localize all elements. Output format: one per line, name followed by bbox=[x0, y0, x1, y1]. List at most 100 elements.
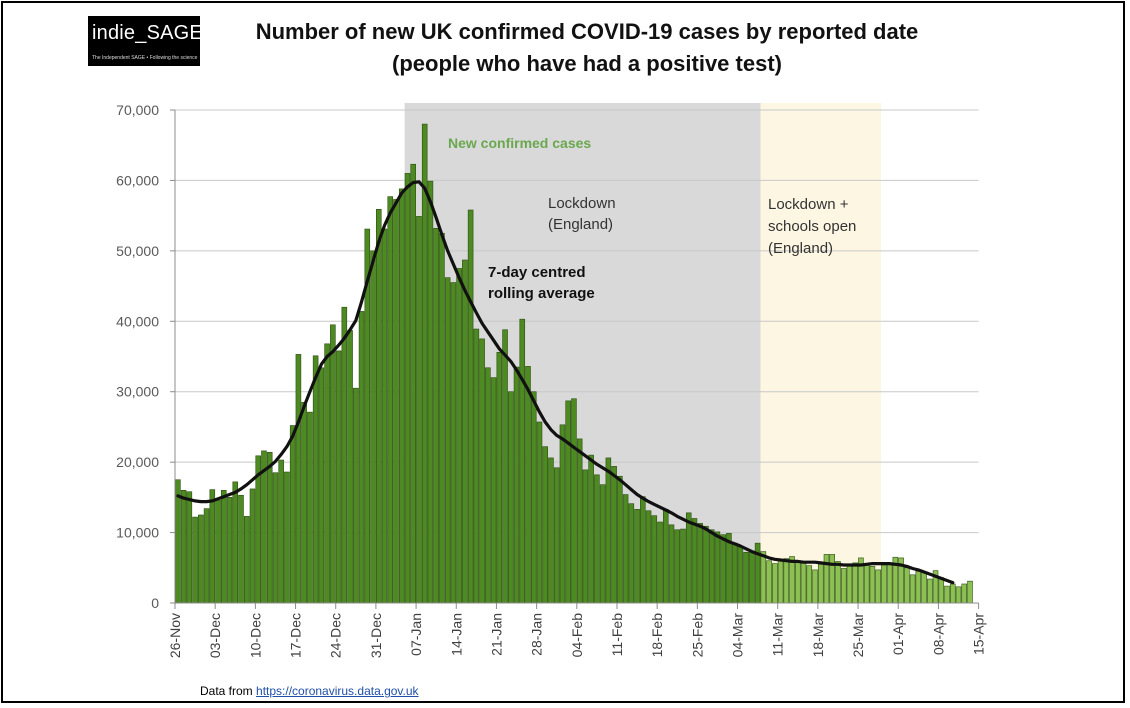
bar bbox=[967, 580, 973, 604]
y-tick-label: 40,000 bbox=[116, 313, 159, 329]
bar bbox=[410, 163, 416, 604]
bar bbox=[301, 401, 307, 604]
bar bbox=[674, 529, 681, 604]
x-tick-label: 24-Dec bbox=[328, 613, 344, 658]
bar bbox=[777, 560, 784, 604]
x-tick-label: 31-Dec bbox=[368, 613, 384, 658]
source-prefix: Data from bbox=[200, 684, 257, 698]
bar bbox=[840, 568, 847, 604]
bar bbox=[249, 488, 256, 604]
bar bbox=[221, 490, 227, 604]
bar bbox=[467, 209, 474, 604]
source-link[interactable]: https://coronavirus.data.gov.uk bbox=[256, 684, 419, 698]
bar bbox=[961, 583, 968, 604]
bar bbox=[266, 451, 273, 604]
bar bbox=[324, 343, 330, 604]
x-tick-label: 18-Feb bbox=[649, 613, 665, 658]
bar bbox=[823, 554, 830, 604]
bar bbox=[444, 277, 451, 604]
bar bbox=[869, 566, 876, 604]
x-tick-label: 26-Nov bbox=[167, 613, 183, 658]
y-tick-label: 20,000 bbox=[116, 454, 159, 470]
bar bbox=[341, 306, 348, 604]
bar bbox=[605, 457, 612, 604]
bar bbox=[904, 567, 910, 604]
bar bbox=[881, 564, 887, 604]
bar bbox=[909, 574, 916, 604]
bar bbox=[335, 350, 342, 604]
bar bbox=[921, 571, 927, 604]
y-tick-label: 70,000 bbox=[116, 102, 159, 118]
bar bbox=[691, 518, 698, 604]
x-tick-label: 04-Mar bbox=[730, 613, 746, 658]
bar bbox=[525, 366, 531, 604]
bar bbox=[634, 509, 640, 604]
bar bbox=[232, 481, 239, 604]
series-label: New confirmed cases bbox=[448, 135, 591, 151]
rolling-average-line bbox=[176, 180, 955, 585]
bar bbox=[617, 475, 623, 604]
bar bbox=[714, 531, 721, 604]
bar bbox=[330, 324, 336, 604]
daily-cases-bars bbox=[175, 123, 973, 604]
bar bbox=[829, 554, 836, 604]
bar bbox=[427, 180, 434, 604]
bar bbox=[347, 330, 353, 604]
x-tick-label: 21-Jan bbox=[488, 613, 504, 656]
bar bbox=[875, 569, 881, 604]
x-tick-label: 18-Mar bbox=[810, 613, 826, 658]
bar bbox=[536, 421, 543, 604]
bar bbox=[284, 471, 290, 604]
bar bbox=[485, 367, 491, 604]
bar bbox=[387, 196, 394, 604]
bar bbox=[668, 524, 675, 604]
y-tick-label: 30,000 bbox=[116, 384, 159, 400]
y-tick-label: 10,000 bbox=[116, 525, 159, 541]
bar bbox=[553, 467, 560, 604]
bar bbox=[817, 563, 824, 604]
chart-title-line-1: Number of new UK confirmed COVID-19 case… bbox=[255, 19, 919, 44]
x-tick-label: 28-Jan bbox=[529, 613, 545, 656]
bar bbox=[657, 521, 663, 604]
rolling-label-line-2: rolling average bbox=[488, 285, 595, 302]
bar bbox=[611, 466, 617, 604]
chart-title-line-2: (people who have had a positive test) bbox=[392, 51, 782, 76]
logo-tagline: The Independent SAGE • Following the sci… bbox=[92, 55, 198, 61]
bar bbox=[289, 425, 296, 604]
bar bbox=[645, 510, 652, 604]
bar bbox=[800, 561, 807, 604]
bar bbox=[542, 446, 549, 604]
bar bbox=[772, 563, 778, 604]
bar bbox=[404, 173, 411, 604]
bar bbox=[439, 232, 445, 604]
bar bbox=[559, 424, 566, 604]
bar bbox=[571, 398, 577, 604]
bar bbox=[479, 338, 485, 604]
schools-label-line-3: (England) bbox=[768, 240, 833, 257]
bar bbox=[720, 534, 726, 604]
bar bbox=[628, 503, 635, 604]
bar bbox=[852, 562, 858, 604]
bar bbox=[886, 563, 893, 604]
chart-title: Number of new UK confirmed COVID-19 case… bbox=[200, 16, 974, 80]
x-tick-label: 14-Jan bbox=[448, 613, 464, 656]
bar bbox=[307, 411, 313, 604]
bar bbox=[508, 391, 514, 604]
bar bbox=[238, 494, 244, 604]
bar bbox=[835, 561, 841, 604]
bar bbox=[393, 199, 399, 604]
bar bbox=[576, 438, 583, 604]
schools-label-line-2: schools open bbox=[768, 218, 856, 235]
bar bbox=[915, 571, 922, 604]
bar bbox=[278, 459, 284, 604]
bar bbox=[927, 578, 933, 604]
bar bbox=[640, 496, 646, 604]
bar bbox=[502, 329, 508, 604]
bar bbox=[651, 515, 658, 604]
y-tick-label: 50,000 bbox=[116, 243, 159, 259]
bar bbox=[358, 311, 365, 604]
bar bbox=[737, 546, 744, 604]
bar bbox=[496, 351, 503, 604]
bar bbox=[192, 516, 198, 604]
